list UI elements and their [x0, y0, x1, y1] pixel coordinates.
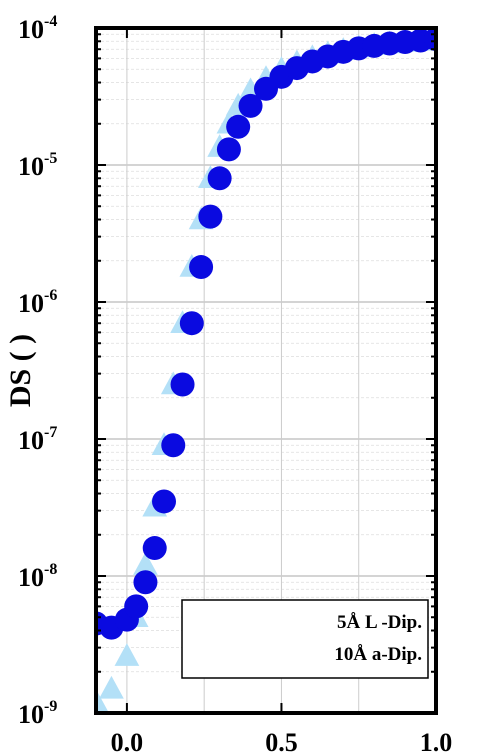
- series-layer: [53, 28, 436, 720]
- circle-marker: [152, 489, 176, 514]
- circle-marker: [170, 372, 195, 397]
- circle-marker: [238, 93, 263, 118]
- y-tick-label: 10-6: [18, 287, 57, 318]
- y-tick-label: 10-5: [18, 150, 57, 181]
- legend-entry-label: 10Å a-Dip.: [334, 644, 422, 665]
- circle-marker: [189, 255, 214, 280]
- circle-marker: [216, 137, 241, 162]
- y-tick-label: 10-7: [18, 424, 57, 455]
- circle-marker: [179, 311, 204, 336]
- circle-marker: [53, 619, 77, 643]
- triangle-marker: [68, 697, 93, 720]
- x-tick-label: 0.5: [265, 728, 298, 755]
- axis-ticks: [96, 27, 437, 714]
- triangle-marker: [96, 689, 109, 712]
- plot-frame: [94, 26, 438, 715]
- x-tick-label: 0.0: [111, 728, 144, 755]
- circle-marker: [124, 594, 149, 619]
- circle-marker: [207, 166, 232, 191]
- y-tick-label: 10-8: [18, 561, 57, 592]
- legend: 5Å L -Dip. 10Å a-Dip.: [181, 599, 429, 679]
- legend-entry-label: 5Å L -Dip.: [337, 612, 422, 633]
- triangle-marker: [99, 675, 124, 699]
- legend-box: [181, 599, 429, 679]
- circle-marker: [161, 433, 186, 458]
- y-tick-label: 10-9: [18, 698, 57, 729]
- y-tick-label: 10-4: [18, 13, 57, 44]
- triangle-marker: [114, 643, 140, 666]
- tick-labels: 0.0 0.5 1.0 10-9 10-8 10-7 10-6 10-5 10-4: [18, 13, 452, 755]
- triangle-marker: [133, 552, 158, 575]
- circle-marker: [142, 536, 167, 561]
- circle-marker: [133, 570, 158, 595]
- x-tick-label: 1.0: [420, 728, 453, 755]
- y-axis-label: DS ( ): [4, 334, 37, 407]
- series-2: [53, 28, 436, 643]
- circle-marker: [226, 114, 251, 139]
- circle-marker: [69, 616, 93, 640]
- circle-marker: [198, 204, 223, 229]
